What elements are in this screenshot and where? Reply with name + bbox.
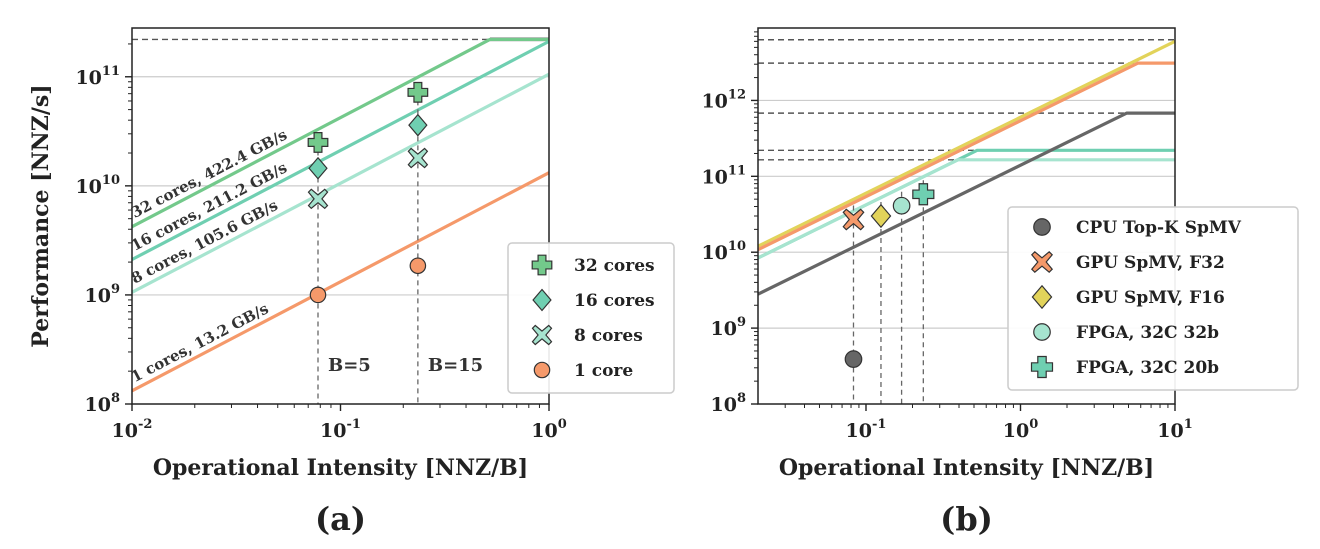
y-tick-label: 109: [85, 282, 121, 307]
legend-label: CPU Top-K SpMV: [1076, 218, 1242, 238]
legend-marker: [1033, 323, 1051, 341]
legend-marker: [1030, 355, 1054, 379]
y-tick-label: 1012: [701, 87, 746, 112]
y-tick-label: 1011: [75, 64, 120, 89]
legend-label: 8 cores: [574, 326, 643, 346]
panel-label-a: (a): [315, 500, 366, 538]
roofline-2: [131, 72, 550, 294]
data-point-diamond: [408, 113, 428, 137]
data-point-plus: [307, 132, 329, 153]
roofline-1: [131, 39, 550, 261]
legend-box: [1007, 206, 1299, 391]
batch-annotation: B=5: [328, 355, 371, 376]
y-tick-label: 1010: [701, 239, 746, 264]
x-tick-label: 10-1: [320, 417, 361, 442]
x-tick-label: 100: [1003, 417, 1038, 442]
data-point-circle: [844, 350, 863, 368]
legend-label: 1 core: [574, 361, 633, 381]
legend-box: [507, 242, 675, 394]
legend-marker: [531, 324, 553, 346]
y-tick-label: 108: [711, 391, 747, 416]
legend-label: GPU SpMV, F16: [1076, 288, 1225, 308]
legend-label: FPGA, 32C 20b: [1076, 358, 1219, 378]
data-point-circle: [309, 286, 327, 304]
legend-marker: [531, 254, 553, 276]
x-axis-title-b: Operational Intensity [NNZ/B]: [779, 455, 1154, 481]
y-tick-label: 108: [85, 391, 121, 416]
roofline-0: [757, 39, 1176, 248]
roofline-3: [131, 171, 550, 393]
data-point-circle: [892, 196, 911, 215]
panel-label-b: (b): [940, 500, 993, 538]
roofline-0: [131, 37, 549, 229]
data-point-x: [407, 147, 429, 169]
data-point-diamond: [870, 203, 892, 229]
legend-marker: [1030, 250, 1054, 274]
x-axis-title-a: Operational Intensity [NNZ/B]: [153, 455, 528, 481]
data-point-plus: [407, 81, 429, 103]
x-tick-label: 100: [531, 417, 567, 442]
y-axis-title-a: Performance [NNZ/s]: [28, 84, 54, 347]
legend-label: 32 cores: [574, 256, 655, 276]
data-point-x: [842, 208, 865, 231]
legend-marker: [532, 288, 552, 312]
x-tick-label: 101: [1157, 417, 1193, 442]
data-point-circle: [409, 257, 427, 275]
legend-marker: [1031, 284, 1053, 310]
y-tick-label: 1011: [701, 163, 746, 188]
y-tick-label: 109: [711, 315, 747, 340]
data-point-x: [307, 188, 329, 210]
x-tick-label: 10-1: [846, 417, 887, 442]
batch-annotation: B=15: [428, 355, 483, 376]
y-tick-label: 1010: [75, 173, 120, 198]
x-tick-label: 10-2: [112, 417, 153, 442]
data-point-diamond: [308, 156, 328, 180]
roofline-3: [757, 158, 1175, 260]
chart-panel-b: 108 109 1010 1011 1012 10-1 100 101 CPU Top-K S…: [701, 27, 1299, 538]
legend-marker: [1033, 218, 1051, 236]
legend-label: GPU SpMV, F32: [1076, 253, 1225, 273]
roofline-label: 1 cores, 13.2 GB/s: [128, 299, 271, 386]
legend-marker: [533, 361, 551, 379]
roofline-1: [757, 61, 1175, 252]
legend-label: FPGA, 32C 32b: [1076, 323, 1219, 343]
legend-label: 16 cores: [574, 291, 655, 311]
data-point-plus: [912, 183, 935, 206]
